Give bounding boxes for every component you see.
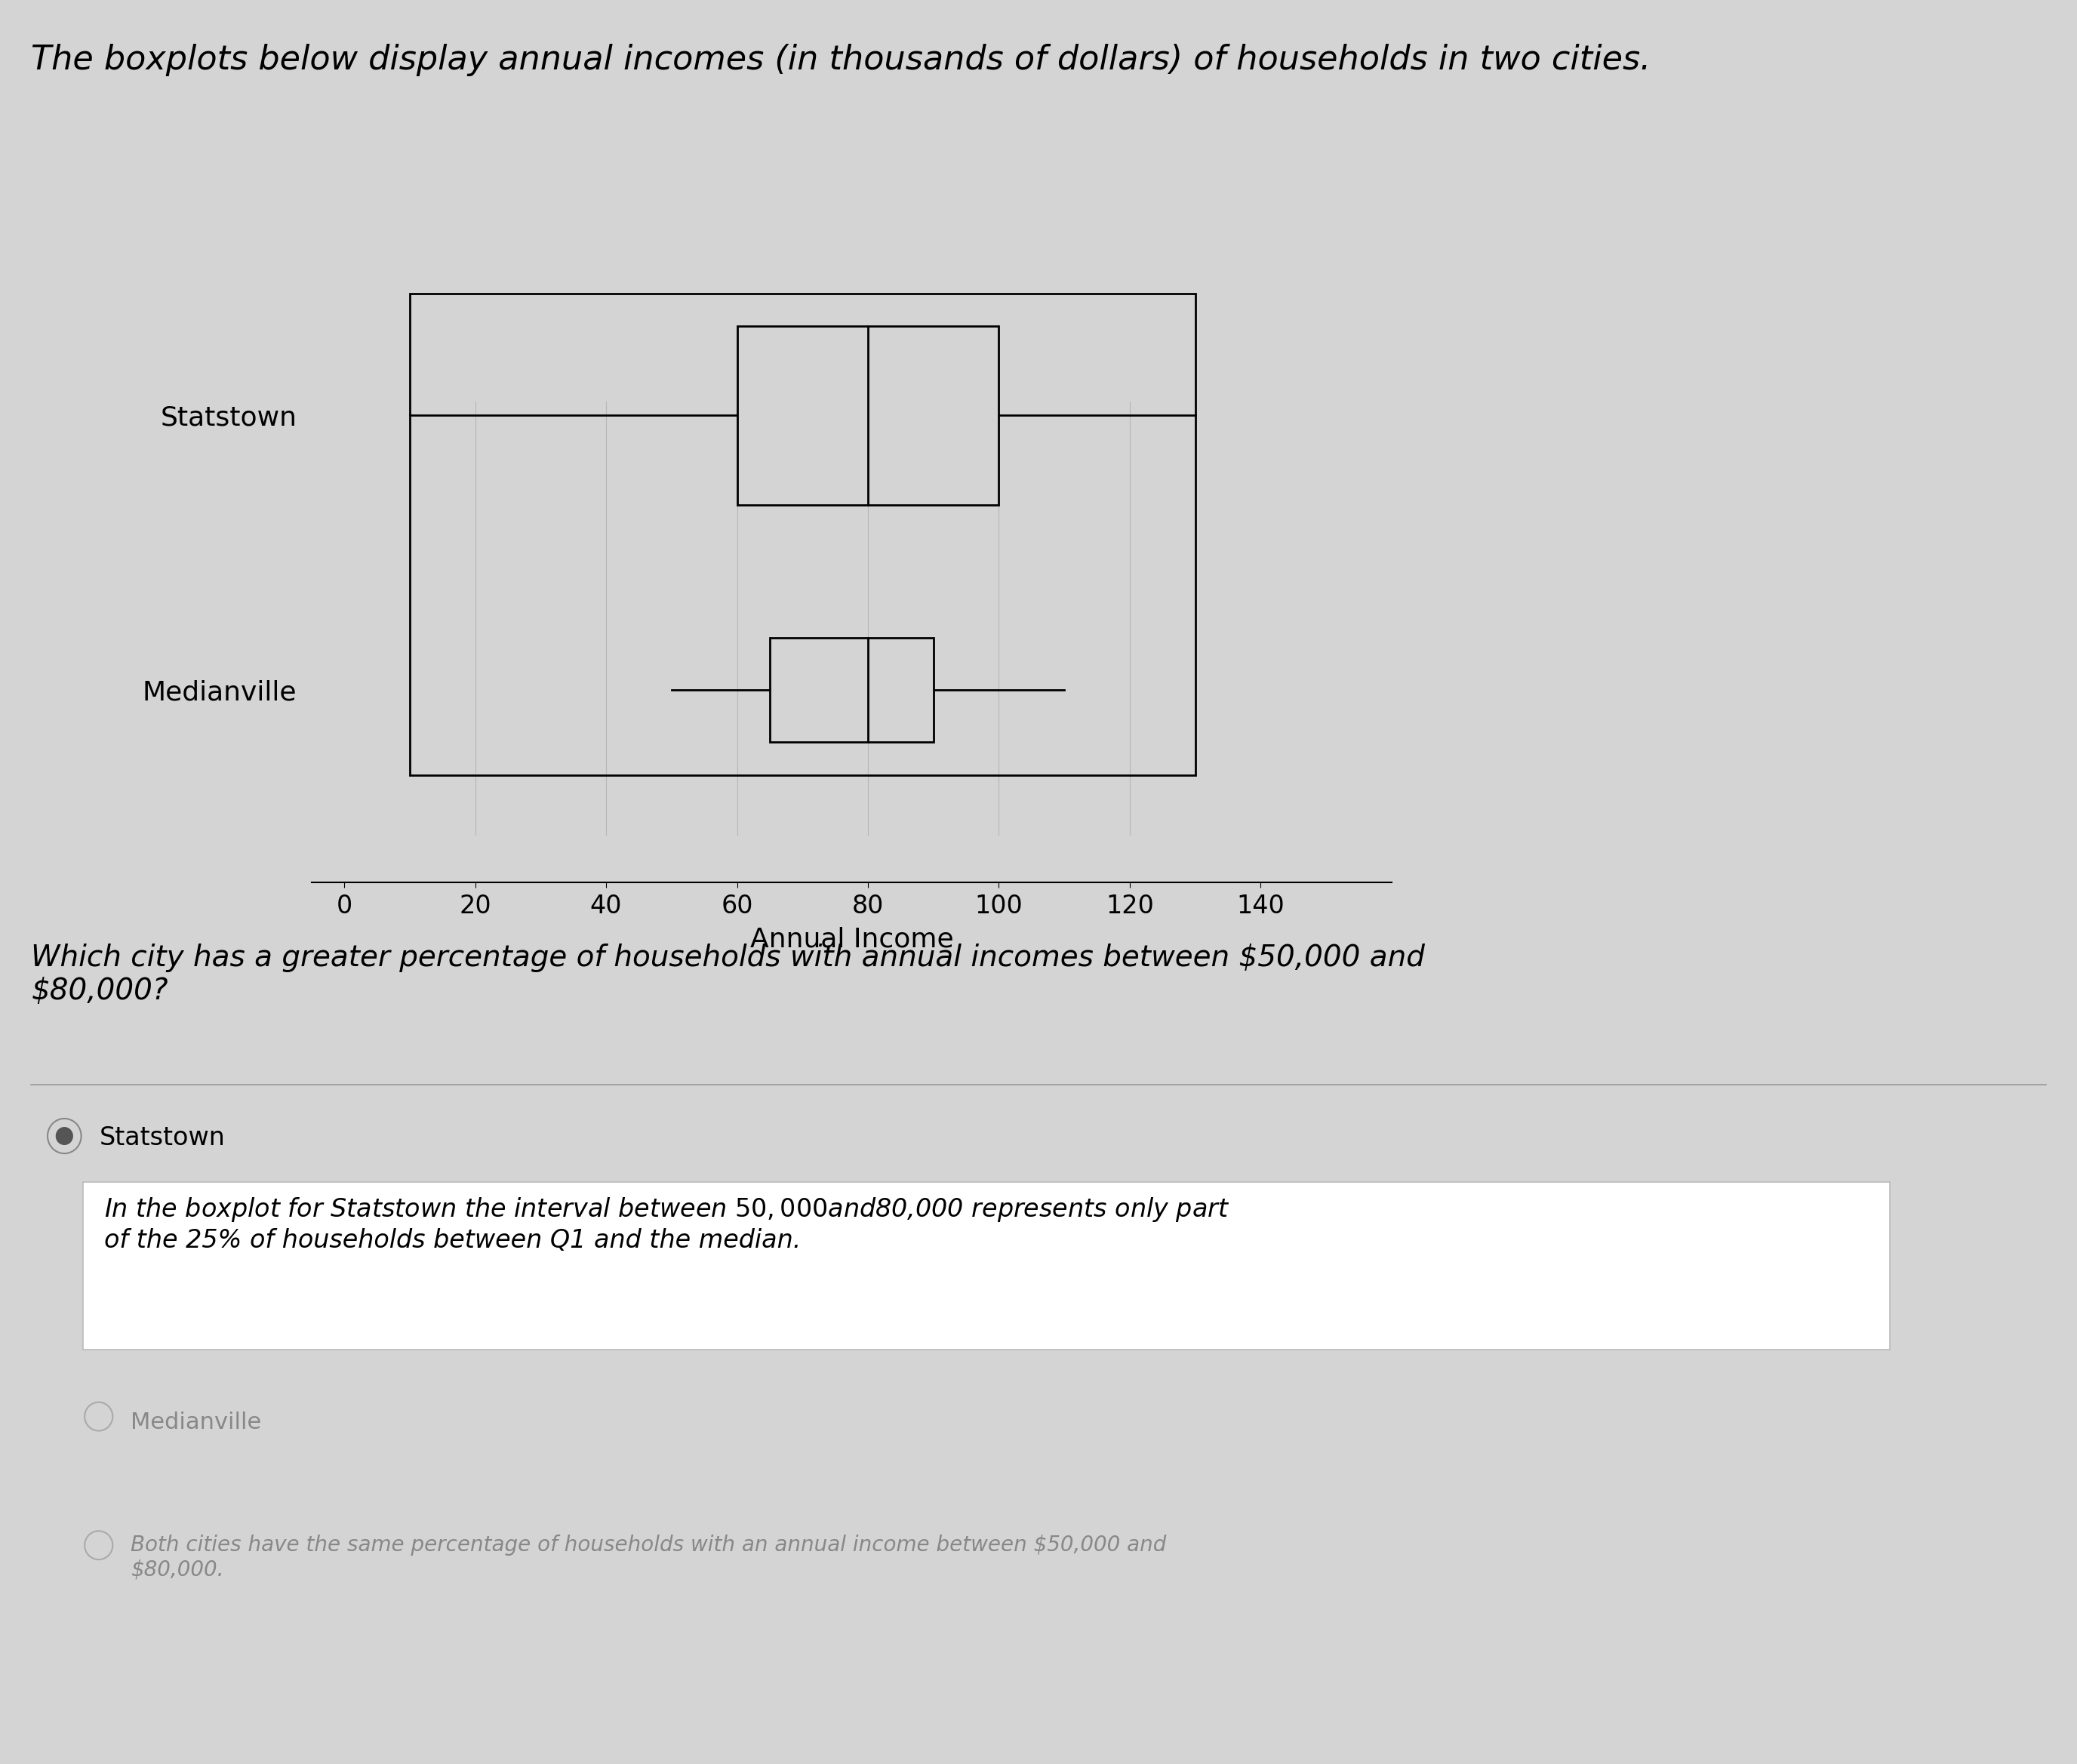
Text: Statstown: Statstown [100,1125,226,1150]
Text: The boxplots below display annual incomes (in thousands of dollars) of household: The boxplots below display annual income… [31,44,1651,76]
Bar [771,639,933,743]
Circle shape [56,1127,73,1145]
Bar [409,293,1194,774]
X-axis label: Annual Income: Annual Income [750,926,953,953]
Text: Medianville: Medianville [131,1411,262,1432]
Bar [737,326,999,505]
Text: Which city has a greater percentage of households with annual incomes between $5: Which city has a greater percentage of h… [31,944,1425,1005]
Text: In the boxplot for Statstown the interval between $50,000 and $80,000 represents: In the boxplot for Statstown the interva… [104,1196,1230,1252]
Text: Both cities have the same percentage of households with an annual income between: Both cities have the same percentage of … [131,1535,1167,1581]
